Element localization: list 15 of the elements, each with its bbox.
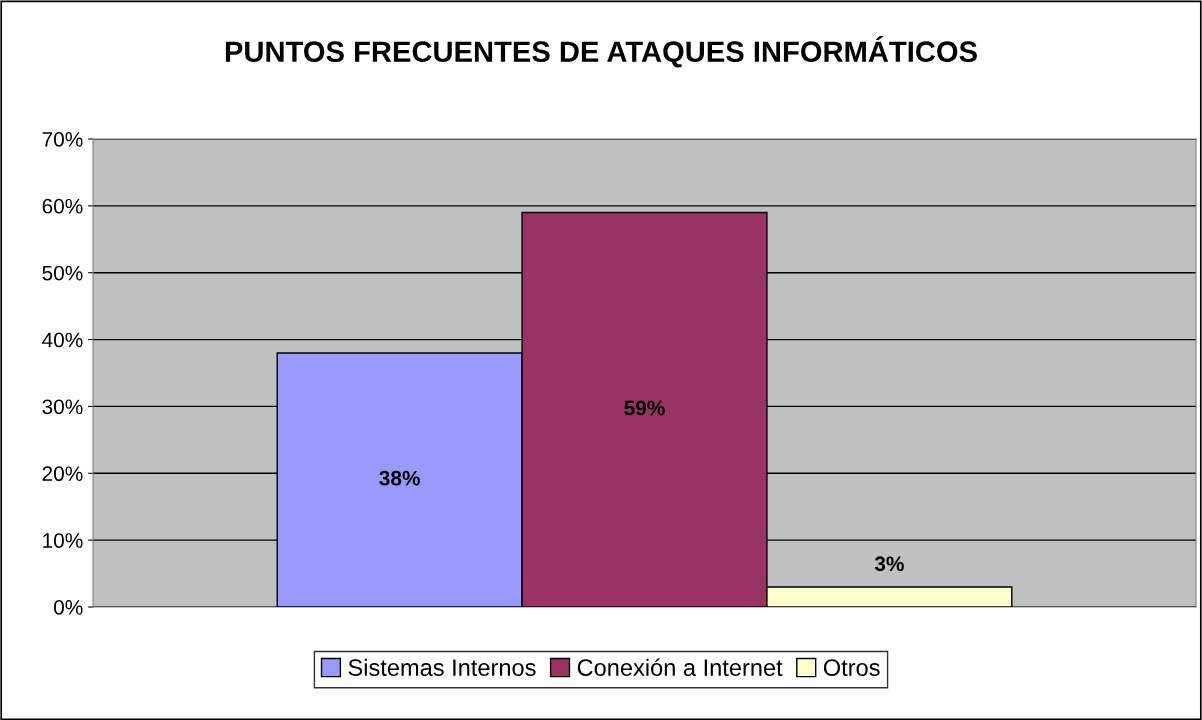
legend-label: Conexión a Internet [577,658,783,676]
data-label: 38% [379,470,420,486]
legend-label: Otros [823,659,880,676]
y-tick-label: 50% [42,265,83,281]
y-tick-label: 70% [42,132,83,147]
chart-title: PUNTOS FRECUENTES DE ATAQUES INFORMÁTICOS [225,35,977,68]
y-tick-label: 60% [42,198,83,214]
data-label: 59% [624,400,665,416]
data-label: 3% [874,556,904,572]
y-tick-label: 20% [42,466,83,482]
y-tick-label: 0% [53,600,83,615]
y-tick-label: 30% [42,399,83,415]
y-tick-label: 10% [43,533,83,548]
legend-label: Sistemas Internos [348,658,536,676]
y-tick-label: 40% [42,332,83,348]
